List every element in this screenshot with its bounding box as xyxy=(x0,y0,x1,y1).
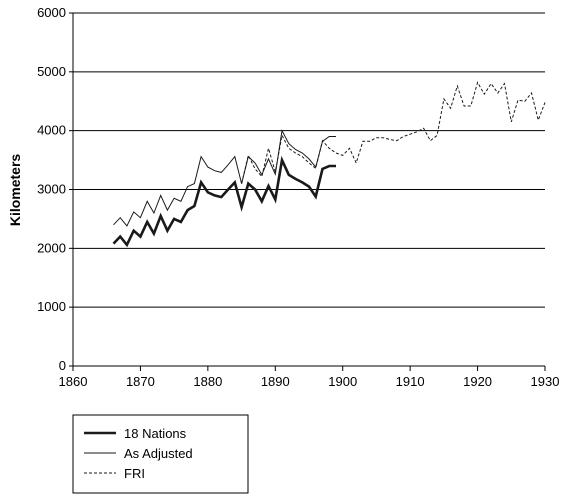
x-tick-label: 1900 xyxy=(328,374,357,389)
x-tick-label: 1860 xyxy=(59,374,88,389)
y-tick-label: 6000 xyxy=(37,5,66,20)
legend-label-fri: FRI xyxy=(124,466,145,481)
gridlines xyxy=(73,12,545,308)
y-tick-label: 2000 xyxy=(37,240,66,255)
y-tick-label: 5000 xyxy=(37,64,66,79)
tick-labels: 0 1000 2000 3000 4000 5000 6000 1860 1870 1880 189… xyxy=(37,5,559,389)
series-line-as-adjusted xyxy=(113,129,336,227)
x-tick-label: 1930 xyxy=(531,374,560,389)
legend-label-as-adjusted: As Adjusted xyxy=(124,446,193,461)
legend: 18 Nations As Adjusted FRI xyxy=(72,414,249,494)
x-tick-label: 1880 xyxy=(193,374,222,389)
x-tick-label: 1870 xyxy=(126,374,155,389)
series-line-fri xyxy=(241,81,546,184)
y-tick-label: 3000 xyxy=(37,182,66,197)
y-tick-label: 0 xyxy=(59,358,66,373)
y-axis-title: Kilometers xyxy=(7,154,23,227)
x-tick-label: 1890 xyxy=(261,374,290,389)
y-tick-label: 1000 xyxy=(37,299,66,314)
series-line-18-nations xyxy=(112,155,336,248)
legend-box xyxy=(72,414,249,494)
y-tick-label: 4000 xyxy=(37,123,66,138)
series-lines xyxy=(112,81,546,248)
legend-label-18-nations: 18 Nations xyxy=(124,426,187,441)
x-tick-label: 1920 xyxy=(463,374,492,389)
x-tick-label: 1910 xyxy=(396,374,425,389)
